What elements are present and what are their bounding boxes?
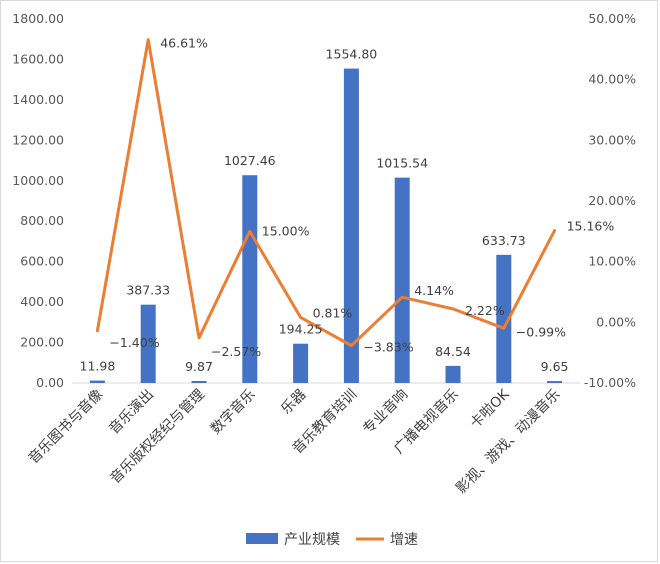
bar-series <box>89 68 563 383</box>
bar <box>293 343 309 383</box>
right-tick-label: 10.00% <box>588 254 636 269</box>
line-value-label: 15.00% <box>262 223 310 238</box>
left-tick-label: 800.00 <box>20 213 64 228</box>
left-tick-label: 200.00 <box>20 335 64 350</box>
bar <box>445 365 461 383</box>
left-tick-label: 1400.00 <box>12 92 64 107</box>
line-series <box>95 38 557 348</box>
right-tick-label: 0.00% <box>596 314 636 329</box>
growth-line <box>95 38 557 348</box>
bar <box>394 177 410 383</box>
right-tick-label: -10.00% <box>584 375 636 390</box>
bar <box>140 304 156 383</box>
right-tick-label: 40.00% <box>588 72 636 87</box>
line-value-label: 2.22% <box>465 303 505 318</box>
bar <box>496 254 512 383</box>
line-value-label: −0.99% <box>516 324 566 339</box>
right-tick-label: 20.00% <box>588 193 636 208</box>
left-axis: 0.00 200.00 400.00 600.00 800.00 1000.00 1200.… <box>12 11 64 390</box>
bar-value-label: 1027.46 <box>224 153 276 168</box>
legend: 产业规模 增速 <box>246 532 418 548</box>
bar-value-label: 194.25 <box>279 322 323 337</box>
bar-value-label: 633.73 <box>482 233 526 248</box>
line-value-label: 4.14% <box>414 283 454 298</box>
left-tick-label: 1600.00 <box>12 51 64 66</box>
left-tick-label: 1000.00 <box>12 173 64 188</box>
left-tick-label: 1200.00 <box>12 132 64 147</box>
line-value-label: 46.61% <box>160 36 208 51</box>
legend-line-label: 增速 <box>390 532 418 548</box>
right-tick-label: 30.00% <box>588 132 636 147</box>
bar <box>89 380 105 383</box>
line-value-label: 15.16% <box>567 218 615 233</box>
bar <box>547 381 563 383</box>
bar-value-label: 9.65 <box>541 359 569 374</box>
right-axis: -10.00% 0.00% 10.00% 20.00% 30.00% 40.00% 50.0… <box>584 11 636 390</box>
bar <box>242 175 258 383</box>
bar-data-labels: 11.98 387.33 9.87 1027.46 194.25 1554.80 1015.… <box>80 47 569 374</box>
bar <box>343 68 359 383</box>
bar-value-label: 1015.54 <box>376 156 428 171</box>
bar-value-label: 11.98 <box>80 359 116 374</box>
left-tick-label: 1800.00 <box>12 11 64 26</box>
legend-bar-swatch <box>246 533 278 544</box>
bar-value-label: 9.87 <box>185 359 213 374</box>
line-value-label: −3.83% <box>363 340 413 355</box>
bar-value-label: 387.33 <box>126 283 170 298</box>
line-value-label: −1.40% <box>109 335 159 350</box>
line-value-label: −2.57% <box>211 344 261 359</box>
right-tick-label: 50.00% <box>588 11 636 26</box>
bar <box>191 381 207 383</box>
left-tick-label: 400.00 <box>20 294 64 309</box>
bar-value-label: 84.54 <box>435 344 471 359</box>
legend-bar-label: 产业规模 <box>284 532 340 548</box>
left-tick-label: 600.00 <box>20 254 64 269</box>
line-data-labels: −1.40% 46.61% −2.57% 15.00% 0.81% −3.83% 4.14%… <box>109 36 614 359</box>
bar-value-label: 1554.80 <box>326 47 378 62</box>
left-tick-label: 0.00 <box>36 375 64 390</box>
line-value-label: 0.81% <box>313 305 353 320</box>
